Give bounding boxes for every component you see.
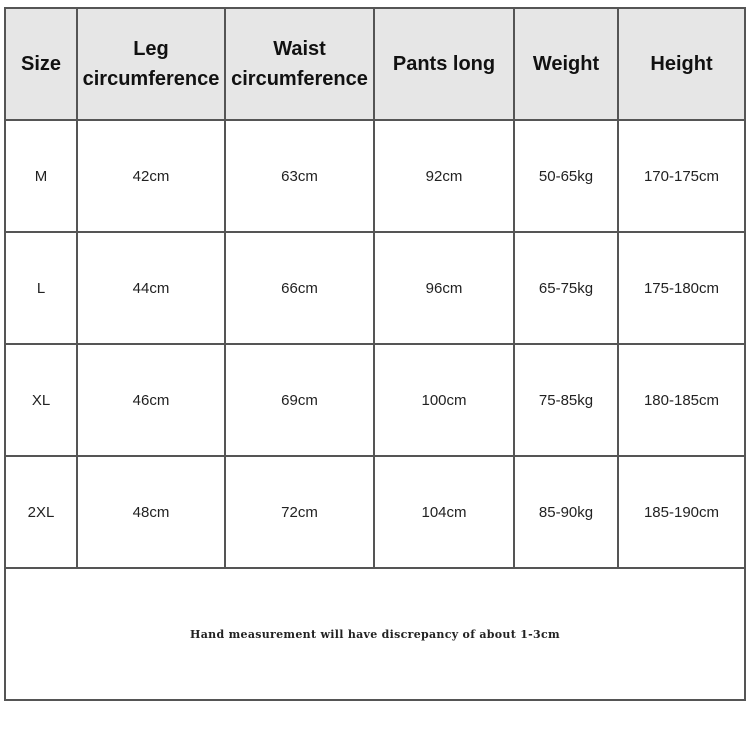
cell-leg-circumference: 42cm [76, 119, 226, 233]
table-row: XL 46cm 69cm 100cm 75-85kg 180-185cm [4, 343, 746, 457]
table-row: 2XL 48cm 72cm 104cm 85-90kg 185-190cm [4, 455, 746, 569]
cell-size: 2XL [4, 455, 78, 569]
header-leg-circumference: Leg circumference [76, 7, 226, 121]
cell-size: M [4, 119, 78, 233]
cell-height: 180-185cm [617, 343, 746, 457]
measurement-note: Hand measurement will have discrepancy o… [4, 567, 746, 701]
cell-pants-long: 92cm [373, 119, 515, 233]
cell-height: 175-180cm [617, 231, 746, 345]
cell-size: XL [4, 343, 78, 457]
cell-pants-long: 100cm [373, 343, 515, 457]
cell-height: 185-190cm [617, 455, 746, 569]
table-row: M 42cm 63cm 92cm 50-65kg 170-175cm [4, 119, 746, 233]
size-chart-table: Size Leg circumference Waist circumferen… [4, 7, 746, 701]
cell-waist-circumference: 69cm [224, 343, 375, 457]
cell-waist-circumference: 72cm [224, 455, 375, 569]
cell-weight: 85-90kg [513, 455, 619, 569]
cell-waist-circumference: 63cm [224, 119, 375, 233]
header-pants-long: Pants long [373, 7, 515, 121]
cell-weight: 65-75kg [513, 231, 619, 345]
cell-leg-circumference: 44cm [76, 231, 226, 345]
cell-weight: 50-65kg [513, 119, 619, 233]
header-waist-circumference: Waist circumference [224, 7, 375, 121]
cell-leg-circumference: 48cm [76, 455, 226, 569]
cell-pants-long: 96cm [373, 231, 515, 345]
cell-leg-circumference: 46cm [76, 343, 226, 457]
header-row: Size Leg circumference Waist circumferen… [4, 7, 746, 121]
header-weight: Weight [513, 7, 619, 121]
cell-size: L [4, 231, 78, 345]
header-height: Height [617, 7, 746, 121]
cell-weight: 75-85kg [513, 343, 619, 457]
note-row: Hand measurement will have discrepancy o… [4, 567, 746, 701]
table-row: L 44cm 66cm 96cm 65-75kg 175-180cm [4, 231, 746, 345]
header-size: Size [4, 7, 78, 121]
cell-height: 170-175cm [617, 119, 746, 233]
cell-pants-long: 104cm [373, 455, 515, 569]
cell-waist-circumference: 66cm [224, 231, 375, 345]
